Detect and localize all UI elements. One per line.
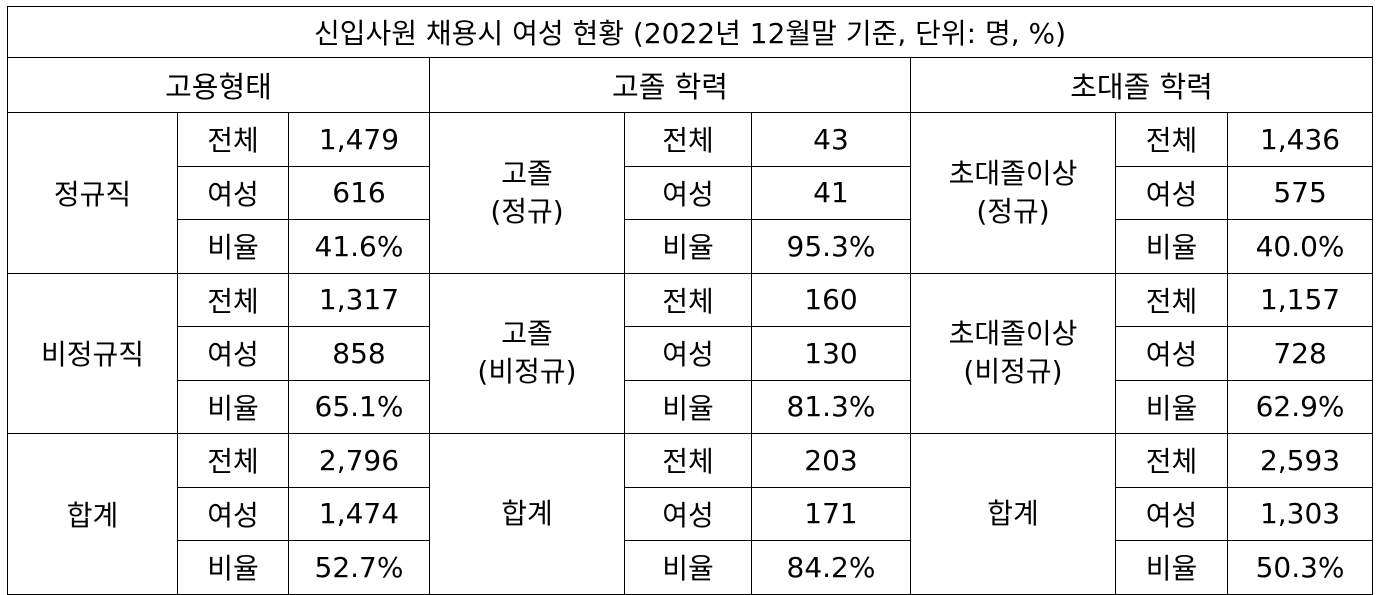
value-cell: 858 (288, 326, 430, 381)
value-cell: 203 (751, 433, 911, 488)
value-cell: 62.9% (1226, 379, 1374, 434)
metric-label: 비율 (624, 379, 752, 434)
value-cell: 50.3% (1226, 540, 1374, 595)
value-cell: 95.3% (751, 219, 911, 274)
value-cell: 65.1% (288, 379, 430, 434)
header-college: 초대졸 학력 (909, 57, 1374, 113)
group-label-line1: 초대졸이상 (948, 156, 1078, 190)
value-cell: 52.7% (288, 540, 430, 595)
value-cell: 41 (751, 165, 911, 220)
group-label-line2: (비정규) (963, 355, 1063, 389)
value-cell: 1,303 (1226, 486, 1374, 541)
metric-label: 여성 (177, 165, 289, 220)
value-cell: 171 (751, 486, 911, 541)
group-label-line2: (정규) (976, 194, 1050, 228)
table-wrapper: 신입사원 채용시 여성 현황 (2022년 12월말 기준, 단위: 명, %)… (6, 6, 1374, 595)
value-cell: 2,593 (1226, 433, 1374, 488)
college-group-label: 합계 (910, 433, 1116, 595)
metric-label: 전체 (624, 433, 752, 488)
table-title: 신입사원 채용시 여성 현황 (2022년 12월말 기준, 단위: 명, %) (6, 6, 1374, 58)
value-cell: 1,474 (288, 486, 430, 541)
value-cell: 2,796 (288, 433, 430, 488)
metric-label: 비율 (1115, 379, 1228, 434)
group-label-line1: 초대졸이상 (948, 317, 1078, 351)
metric-label: 비율 (1115, 540, 1228, 595)
highschool-group-label: 합계 (429, 433, 625, 595)
table-row: 정규직 전체 1,479 고졸 (정규) 전체 43 초대졸이상 (정규) 전체… (7, 112, 1374, 274)
header-employment-type: 고용형태 (7, 57, 430, 113)
female-hiring-table: 신입사원 채용시 여성 현황 (2022년 12월말 기준, 단위: 명, %)… (6, 6, 1374, 595)
metric-label: 여성 (177, 486, 289, 541)
group-label-line1: 고졸 (501, 317, 553, 351)
group-label-line2: (비정규) (477, 355, 577, 389)
metric-label: 여성 (624, 486, 752, 541)
metric-label: 비율 (177, 540, 289, 595)
value-cell: 130 (751, 326, 911, 381)
metric-label: 비율 (624, 540, 752, 595)
value-cell: 84.2% (751, 540, 911, 595)
table-row: 비율 65.1% 비율 81.3% 비율 62.9% (8, 379, 1374, 434)
table-row: 여성 858 여성 130 여성 728 (8, 326, 1374, 381)
group-label-line1: 고졸 (501, 156, 553, 190)
metric-label: 여성 (1115, 165, 1228, 220)
value-cell: 1,317 (288, 272, 430, 327)
table-row: 여성 616 여성 41 여성 575 (8, 165, 1374, 220)
table-row: 비율 41.6% 비율 95.3% 비율 40.0% (8, 219, 1374, 274)
table-row: 여성 1,474 여성 171 여성 1,303 (8, 486, 1374, 541)
group-label-line1: 합계 (501, 496, 553, 530)
group-label-line2: (정규) (490, 194, 564, 228)
value-cell: 1,436 (1226, 112, 1374, 167)
table-row: 비정규직 전체 1,317 고졸 (비정규) 전체 160 초대졸이상 (비정규… (7, 272, 1374, 434)
college-group-label: 초대졸이상 (정규) (910, 112, 1116, 274)
metric-label: 전체 (624, 112, 752, 167)
employment-label: 정규직 (7, 112, 178, 274)
employment-label: 비정규직 (7, 272, 178, 434)
metric-label: 전체 (177, 112, 289, 167)
metric-label: 전체 (177, 433, 289, 488)
metric-label: 전체 (624, 272, 752, 327)
metric-label: 비율 (177, 379, 289, 434)
metric-label: 여성 (1115, 326, 1228, 381)
metric-label: 여성 (1115, 486, 1228, 541)
value-cell: 1,157 (1226, 272, 1374, 327)
metric-label: 전체 (1115, 112, 1228, 167)
value-cell: 1,479 (288, 112, 430, 167)
value-cell: 40.0% (1226, 219, 1374, 274)
value-cell: 575 (1226, 165, 1374, 220)
value-cell: 728 (1226, 326, 1374, 381)
metric-label: 여성 (177, 326, 289, 381)
metric-label: 전체 (1115, 433, 1228, 488)
metric-label: 여성 (624, 165, 752, 220)
highschool-group-label: 고졸 (정규) (429, 112, 625, 274)
metric-label: 전체 (177, 272, 289, 327)
value-cell: 41.6% (288, 219, 430, 274)
value-cell: 616 (288, 165, 430, 220)
metric-label: 비율 (1115, 219, 1228, 274)
highschool-group-label: 고졸 (비정규) (429, 272, 625, 434)
employment-label: 합계 (7, 433, 178, 595)
value-cell: 81.3% (751, 379, 911, 434)
college-group-label: 초대졸이상 (비정규) (910, 272, 1116, 434)
value-cell: 43 (751, 112, 911, 167)
metric-label: 비율 (624, 219, 752, 274)
metric-label: 여성 (624, 326, 752, 381)
metric-label: 전체 (1115, 272, 1228, 327)
group-label-line1: 합계 (987, 496, 1039, 530)
table-row: 비율 52.7% 비율 84.2% 비율 50.3% (8, 540, 1374, 595)
value-cell: 160 (751, 272, 911, 327)
table-row: 합계 전체 2,796 합계 전체 203 합계 전체 2,593 (7, 433, 1374, 595)
header-highschool: 고졸 학력 (429, 57, 911, 113)
metric-label: 비율 (177, 219, 289, 274)
